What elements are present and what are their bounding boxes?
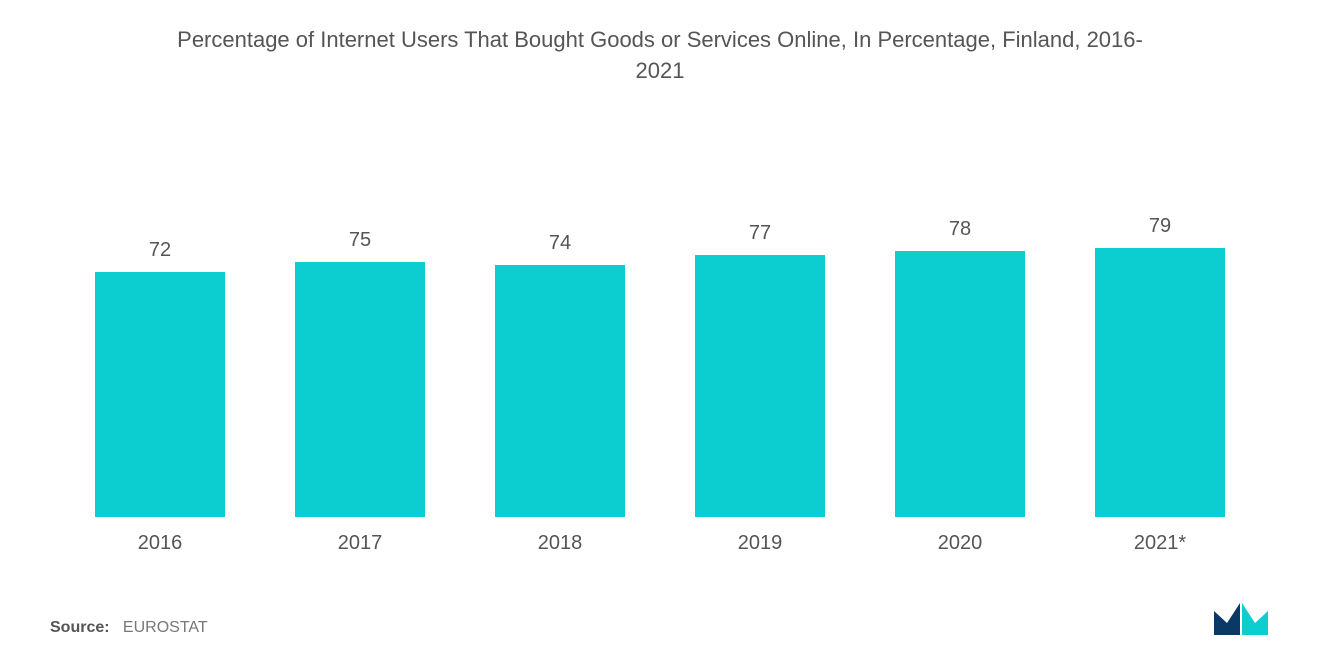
x-axis-label: 2019 bbox=[660, 532, 860, 555]
x-axis-label: 2021* bbox=[1060, 532, 1260, 555]
x-axis-labels: 2016 2017 2018 2019 2020 2021* bbox=[50, 532, 1270, 555]
x-axis-label: 2018 bbox=[460, 532, 660, 555]
footer: Source: EUROSTAT bbox=[50, 597, 1270, 637]
x-axis-label: 2017 bbox=[260, 532, 460, 555]
bar-group: 74 bbox=[460, 137, 660, 517]
bar-group: 77 bbox=[660, 137, 860, 517]
bar-group: 75 bbox=[260, 137, 460, 517]
x-axis-label: 2020 bbox=[860, 532, 1060, 555]
bar-value-label: 74 bbox=[549, 232, 571, 255]
bar bbox=[295, 262, 425, 517]
bar-value-label: 72 bbox=[149, 239, 171, 262]
bar-group: 72 bbox=[60, 137, 260, 517]
source-citation: Source: EUROSTAT bbox=[50, 619, 208, 637]
bar-value-label: 77 bbox=[749, 222, 771, 245]
bar bbox=[1095, 248, 1225, 517]
bar bbox=[695, 255, 825, 517]
x-axis-label: 2016 bbox=[60, 532, 260, 555]
bar bbox=[495, 265, 625, 517]
bar-value-label: 75 bbox=[349, 229, 371, 252]
source-label: Source: bbox=[50, 619, 110, 636]
bar-chart: 72 75 74 77 78 79 bbox=[50, 137, 1270, 517]
bar-value-label: 78 bbox=[949, 218, 971, 241]
bar bbox=[95, 272, 225, 517]
source-value: EUROSTAT bbox=[123, 619, 208, 636]
brand-logo-icon bbox=[1212, 597, 1270, 637]
bar-group: 79 bbox=[1060, 137, 1260, 517]
bar bbox=[895, 251, 1025, 516]
bar-group: 78 bbox=[860, 137, 1060, 517]
chart-title: Percentage of Internet Users That Bought… bbox=[50, 25, 1270, 87]
bar-value-label: 79 bbox=[1149, 215, 1171, 238]
